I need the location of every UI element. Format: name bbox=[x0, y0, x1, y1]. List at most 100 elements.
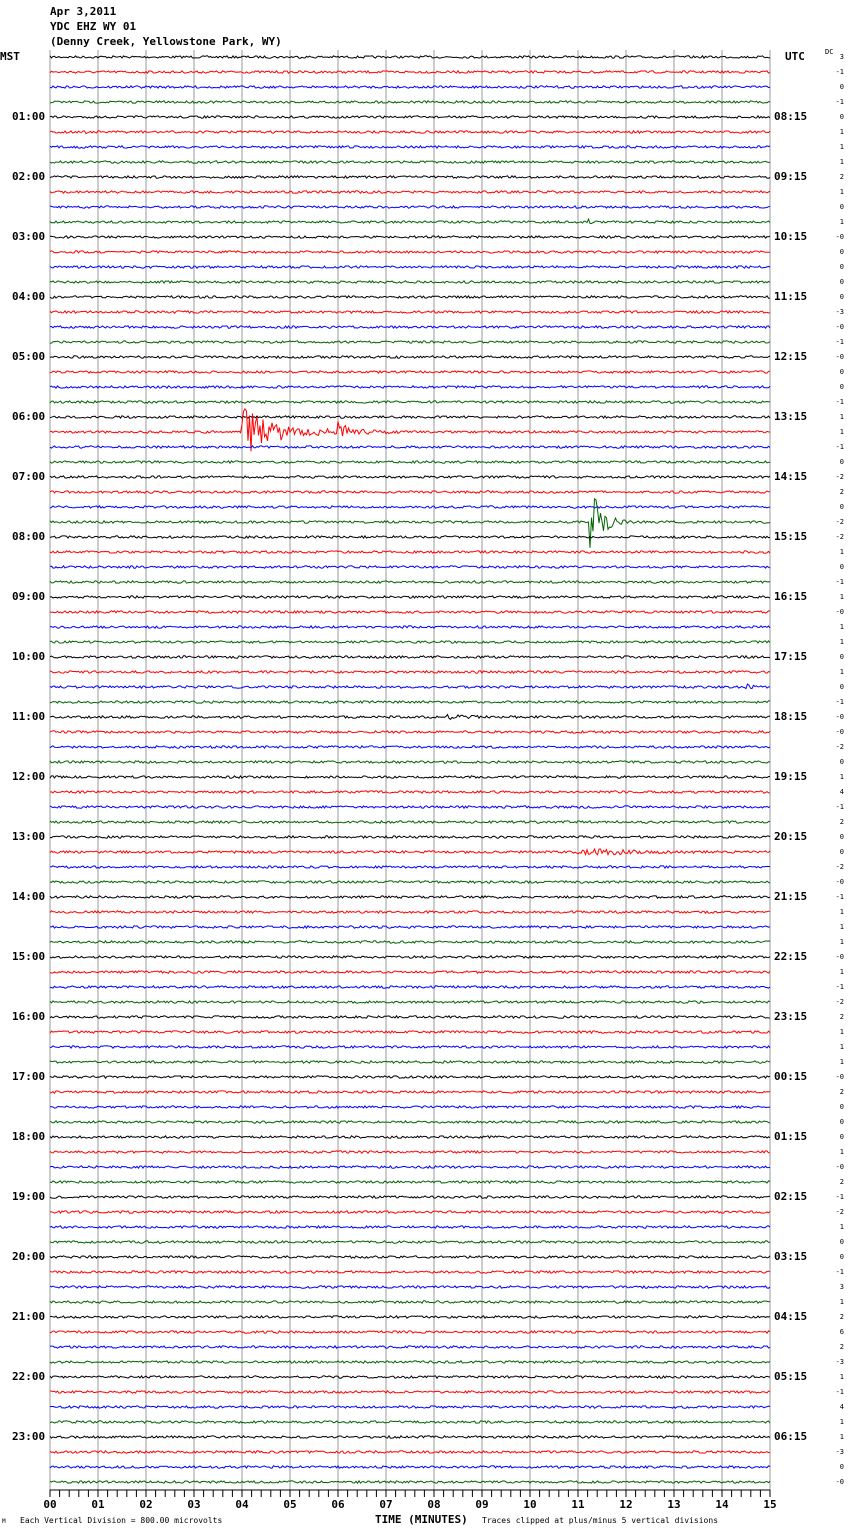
dc-offset-value: -1 bbox=[835, 983, 844, 991]
dc-offset-value: -0 bbox=[835, 608, 844, 616]
dc-offset-value: 0 bbox=[839, 368, 844, 376]
left-hour-label: 12:00 bbox=[12, 770, 46, 783]
dc-offset-value: 1 bbox=[839, 593, 844, 601]
trace-line bbox=[49, 759, 771, 764]
trace-line bbox=[49, 805, 771, 810]
trace-line bbox=[49, 594, 771, 600]
dc-offset-value: 2 bbox=[839, 818, 844, 826]
dc-offset-value: -0 bbox=[835, 353, 844, 361]
trace-line bbox=[49, 1479, 771, 1485]
x-tick-label: 04 bbox=[235, 1498, 249, 1511]
right-hour-label: 23:15 bbox=[774, 1010, 808, 1023]
dc-offset-value: 3 bbox=[839, 1283, 844, 1291]
dc-offset-value: 0 bbox=[839, 563, 844, 571]
dc-offset-value: 2 bbox=[839, 488, 844, 496]
left-hour-label: 04:00 bbox=[12, 290, 46, 303]
trace-line bbox=[49, 174, 771, 180]
trace-line bbox=[49, 624, 771, 630]
trace-line bbox=[49, 713, 770, 721]
dc-offset-value: 4 bbox=[839, 1403, 844, 1411]
trace-line bbox=[49, 1389, 771, 1394]
dc-offset-value: 1 bbox=[839, 908, 844, 916]
trace-line bbox=[49, 144, 771, 150]
dc-offset-value: 1 bbox=[839, 413, 844, 421]
dc-offset-value: 2 bbox=[839, 173, 844, 181]
dc-offset-value: -1 bbox=[835, 443, 844, 451]
dc-offset-value: -2 bbox=[835, 743, 844, 751]
dc-offset-value: -0 bbox=[835, 953, 844, 961]
left-hour-label: 03:00 bbox=[12, 230, 46, 243]
trace-line bbox=[49, 1314, 771, 1319]
dc-offset-value: 0 bbox=[839, 203, 844, 211]
right-hour-label: 02:15 bbox=[774, 1190, 808, 1203]
trace-line bbox=[49, 264, 771, 270]
dc-offset-value: 1 bbox=[839, 548, 844, 556]
trace-line bbox=[49, 100, 771, 104]
trace-line bbox=[49, 549, 771, 555]
trace-line bbox=[49, 730, 771, 734]
trace-line bbox=[49, 129, 771, 135]
trace-line bbox=[49, 85, 771, 89]
left-hour-label: 15:00 bbox=[12, 950, 46, 963]
left-hour-label: 01:00 bbox=[12, 110, 46, 123]
trace-line bbox=[49, 1074, 771, 1080]
trace-line bbox=[49, 1375, 771, 1380]
x-tick-label: 14 bbox=[715, 1498, 729, 1511]
dc-offset-value: -1 bbox=[835, 698, 844, 706]
dc-offset-value: -1 bbox=[835, 803, 844, 811]
x-tick-label: 08 bbox=[427, 1498, 441, 1511]
dc-offset-value: -2 bbox=[835, 518, 844, 526]
right-hour-label: 21:15 bbox=[774, 890, 808, 903]
dc-offset-value: 1 bbox=[839, 1433, 844, 1441]
date-label: Apr 3,2011 bbox=[50, 5, 117, 18]
x-tick-label: 02 bbox=[139, 1498, 153, 1511]
x-tick-label: 12 bbox=[619, 1498, 633, 1511]
trace-line bbox=[49, 1104, 770, 1109]
dc-offset-value: 0 bbox=[839, 1118, 844, 1126]
trace-line bbox=[49, 1014, 771, 1020]
x-tick-label: 11 bbox=[571, 1498, 585, 1511]
trace-line bbox=[49, 1434, 771, 1439]
dc-offset-value: 1 bbox=[839, 1043, 844, 1051]
trace-line bbox=[49, 640, 771, 644]
trace-line bbox=[49, 969, 771, 975]
dc-offset-value: -0 bbox=[835, 1478, 844, 1486]
trace-line bbox=[49, 414, 771, 420]
dc-offset-value: -0 bbox=[835, 728, 844, 736]
dc-offset-value: -1 bbox=[835, 893, 844, 901]
trace-line bbox=[49, 1179, 771, 1185]
trace-line bbox=[49, 69, 771, 75]
right-hour-label: 17:15 bbox=[774, 650, 808, 663]
dc-offset-value: -2 bbox=[835, 1208, 844, 1216]
right-hour-label: 18:15 bbox=[774, 710, 808, 723]
trace-line bbox=[49, 1450, 771, 1455]
dc-offset-value: 0 bbox=[839, 848, 844, 856]
trace-line bbox=[49, 1224, 771, 1230]
dc-offset-value: 0 bbox=[839, 83, 844, 91]
dc-offset-value: 0 bbox=[839, 683, 844, 691]
trace-line bbox=[49, 1135, 771, 1140]
dc-offset-value: 4 bbox=[839, 788, 844, 796]
trace-line bbox=[49, 504, 771, 509]
trace-line bbox=[49, 924, 771, 930]
trace-line bbox=[49, 309, 771, 314]
trace-line bbox=[49, 1240, 771, 1244]
trace-line bbox=[49, 955, 771, 960]
dc-offset-value: 2 bbox=[839, 1313, 844, 1321]
left-hour-label: 07:00 bbox=[12, 470, 46, 483]
dc-offset-value: -0 bbox=[835, 233, 844, 241]
right-timezone: UTC bbox=[785, 50, 805, 63]
location-label: (Denny Creek, Yellowstone Park, WY) bbox=[50, 35, 282, 48]
trace-line bbox=[49, 670, 771, 675]
trace-line bbox=[49, 745, 771, 750]
right-hour-label: 14:15 bbox=[774, 470, 808, 483]
dc-offset-value: 0 bbox=[839, 833, 844, 841]
right-hour-label: 10:15 bbox=[774, 230, 808, 243]
x-tick-label: 05 bbox=[283, 1498, 297, 1511]
trace-line bbox=[49, 475, 771, 479]
dc-offset-value: 1 bbox=[839, 968, 844, 976]
trace-line bbox=[49, 894, 771, 899]
dc-offset-value: 0 bbox=[839, 278, 844, 286]
trace-line bbox=[49, 580, 771, 584]
